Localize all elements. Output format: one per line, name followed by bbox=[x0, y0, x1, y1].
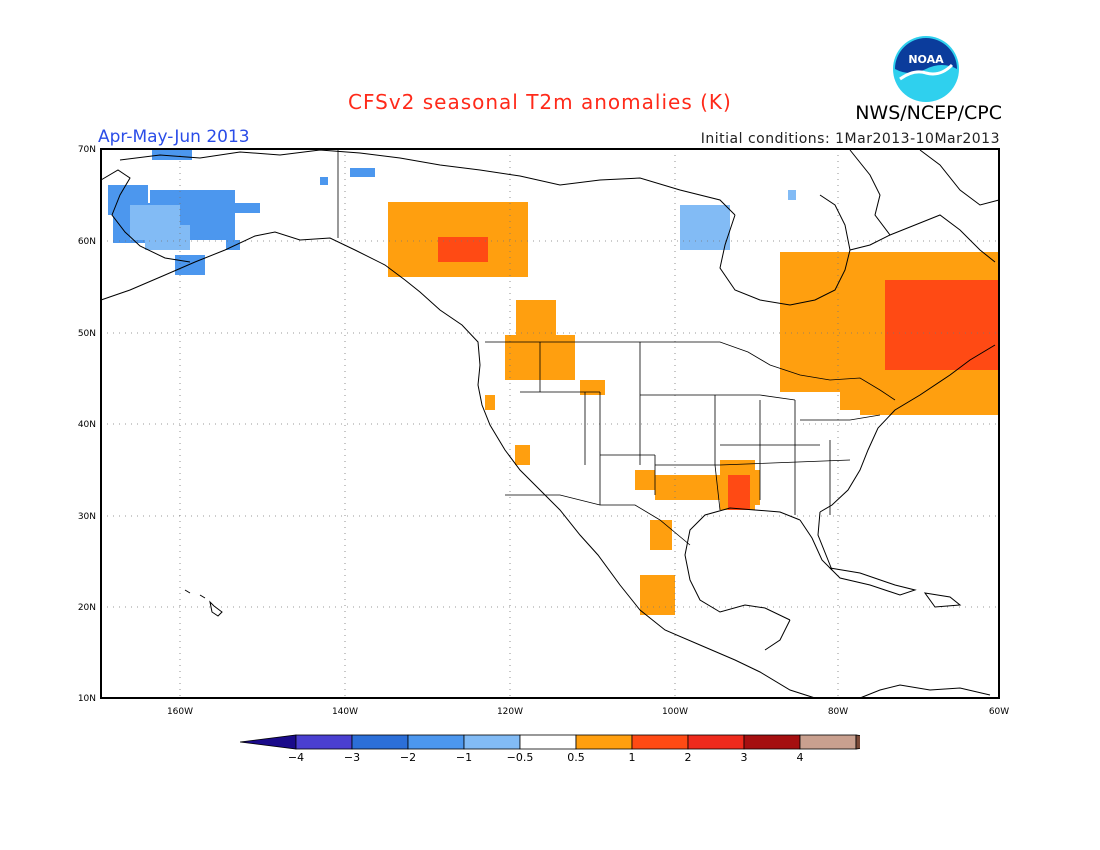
season-label: Apr-May-Jun 2013 bbox=[98, 127, 250, 147]
lat-label: 30N bbox=[78, 512, 96, 522]
coastline bbox=[828, 567, 917, 596]
anomaly-cell bbox=[485, 395, 495, 410]
anomaly-cell bbox=[885, 280, 1000, 375]
lon-label: 120W bbox=[497, 707, 523, 717]
coastline bbox=[684, 507, 801, 621]
colorbar-max-arrow bbox=[855, 734, 860, 750]
coastline bbox=[119, 149, 736, 216]
lat-label: 70N bbox=[78, 145, 96, 155]
anomaly-cell bbox=[175, 255, 205, 275]
political-border bbox=[520, 342, 721, 511]
coastline bbox=[859, 684, 991, 699]
anomaly-cell bbox=[230, 203, 260, 213]
anomaly-cell bbox=[320, 177, 328, 185]
anomaly-region bbox=[680, 190, 796, 250]
coastline bbox=[719, 194, 851, 306]
lat-label: 20N bbox=[78, 603, 96, 613]
colorbar-tick-label: 2 bbox=[685, 751, 692, 764]
anomaly-cell bbox=[680, 205, 730, 250]
colorbar-tick-label: 3 bbox=[741, 751, 748, 764]
anomaly-cell bbox=[438, 237, 488, 262]
coastline bbox=[849, 149, 1000, 236]
coastline bbox=[849, 214, 996, 263]
anomaly-cell bbox=[226, 240, 240, 250]
coastline bbox=[819, 344, 996, 513]
anomaly-region bbox=[635, 470, 720, 550]
anomaly-region bbox=[388, 202, 556, 340]
anomaly-cell bbox=[655, 475, 720, 500]
colorbar-swatch bbox=[631, 734, 689, 750]
colorbar-min-arrow bbox=[240, 734, 297, 750]
colorbar: −4 −3 −2 −1 −0.5 0.5 1 2 3 4 bbox=[240, 734, 860, 764]
colorbar-tick-label: 0.5 bbox=[567, 751, 585, 764]
anomaly-cell bbox=[350, 168, 375, 177]
anomaly-region bbox=[728, 475, 750, 510]
anomaly-region bbox=[885, 280, 1000, 375]
logo-lettering: NOAA bbox=[908, 53, 944, 66]
initial-conditions-label: Initial conditions: 1Mar2013-10Mar2013 bbox=[700, 131, 1000, 147]
colorbar-swatch bbox=[799, 734, 857, 750]
colorbar-tick-label: −4 bbox=[288, 751, 304, 764]
political-border bbox=[505, 494, 691, 546]
anomaly-region bbox=[640, 575, 675, 615]
anomaly-cell bbox=[540, 355, 575, 380]
coastline bbox=[799, 511, 833, 571]
colorbar-swatch bbox=[351, 734, 409, 750]
colorbar-tick-label: 1 bbox=[629, 751, 636, 764]
anomaly-cell bbox=[650, 520, 672, 550]
political-border bbox=[719, 394, 881, 515]
colorbar-swatch bbox=[743, 734, 801, 750]
colorbar-swatch bbox=[687, 734, 745, 750]
anomaly-region bbox=[860, 370, 1000, 415]
colorbar-tick-label: −2 bbox=[400, 751, 416, 764]
anomaly-cell bbox=[145, 225, 190, 250]
political-border bbox=[485, 341, 896, 401]
anomaly-cell bbox=[905, 375, 965, 405]
colorbar-tick-label: −1 bbox=[456, 751, 472, 764]
colorbar-swatch bbox=[463, 734, 521, 750]
lon-label: 60W bbox=[989, 707, 1009, 717]
colorbar-swatch bbox=[295, 734, 353, 750]
coastlines bbox=[100, 149, 1000, 699]
colorbar-swatch bbox=[575, 734, 633, 750]
anomaly-cell bbox=[580, 380, 605, 395]
lon-label: 140W bbox=[332, 707, 358, 717]
anomaly-region bbox=[438, 237, 488, 262]
coastline bbox=[100, 169, 191, 263]
lat-label: 50N bbox=[78, 329, 96, 339]
anomaly-cell bbox=[788, 190, 796, 200]
anomaly-cell bbox=[152, 150, 192, 160]
anomaly-cell bbox=[640, 575, 675, 615]
agency-label: NWS/NCEP/CPC bbox=[855, 102, 1002, 124]
anomaly-region bbox=[485, 335, 605, 465]
coastline bbox=[100, 231, 816, 699]
state-borders bbox=[337, 150, 896, 546]
coastline bbox=[764, 619, 791, 651]
lat-label: 10N bbox=[78, 694, 96, 704]
anomaly-cell bbox=[516, 300, 556, 340]
colorbar-swatch bbox=[519, 734, 577, 750]
lon-label: 160W bbox=[167, 707, 193, 717]
colorbar-tick-label: 4 bbox=[797, 751, 804, 764]
coastline bbox=[923, 592, 962, 608]
anomaly-region bbox=[130, 205, 190, 250]
anomaly-cell bbox=[635, 470, 655, 490]
coastline bbox=[184, 589, 223, 617]
lon-label: 100W bbox=[662, 707, 688, 717]
map-title: CFSv2 seasonal T2m anomalies (K) bbox=[348, 90, 732, 114]
lon-label: 80W bbox=[828, 707, 848, 717]
colorbar-tick-label: −3 bbox=[344, 751, 360, 764]
lat-label: 60N bbox=[78, 237, 96, 247]
anomaly-cell bbox=[515, 445, 530, 465]
axis-labels: 70N 60N 50N 40N 30N 20N 10N 160W 140W 120W 100W 80W… bbox=[78, 145, 1009, 717]
map-frame bbox=[100, 148, 1000, 699]
colorbar-swatch bbox=[407, 734, 465, 750]
lat-label: 40N bbox=[78, 420, 96, 430]
anomaly-cell bbox=[728, 475, 750, 510]
anomaly-layer bbox=[108, 150, 1000, 615]
gridlines bbox=[101, 149, 999, 698]
noaa-logo: NOAA bbox=[893, 36, 959, 102]
colorbar-tick-label: −0.5 bbox=[507, 751, 534, 764]
